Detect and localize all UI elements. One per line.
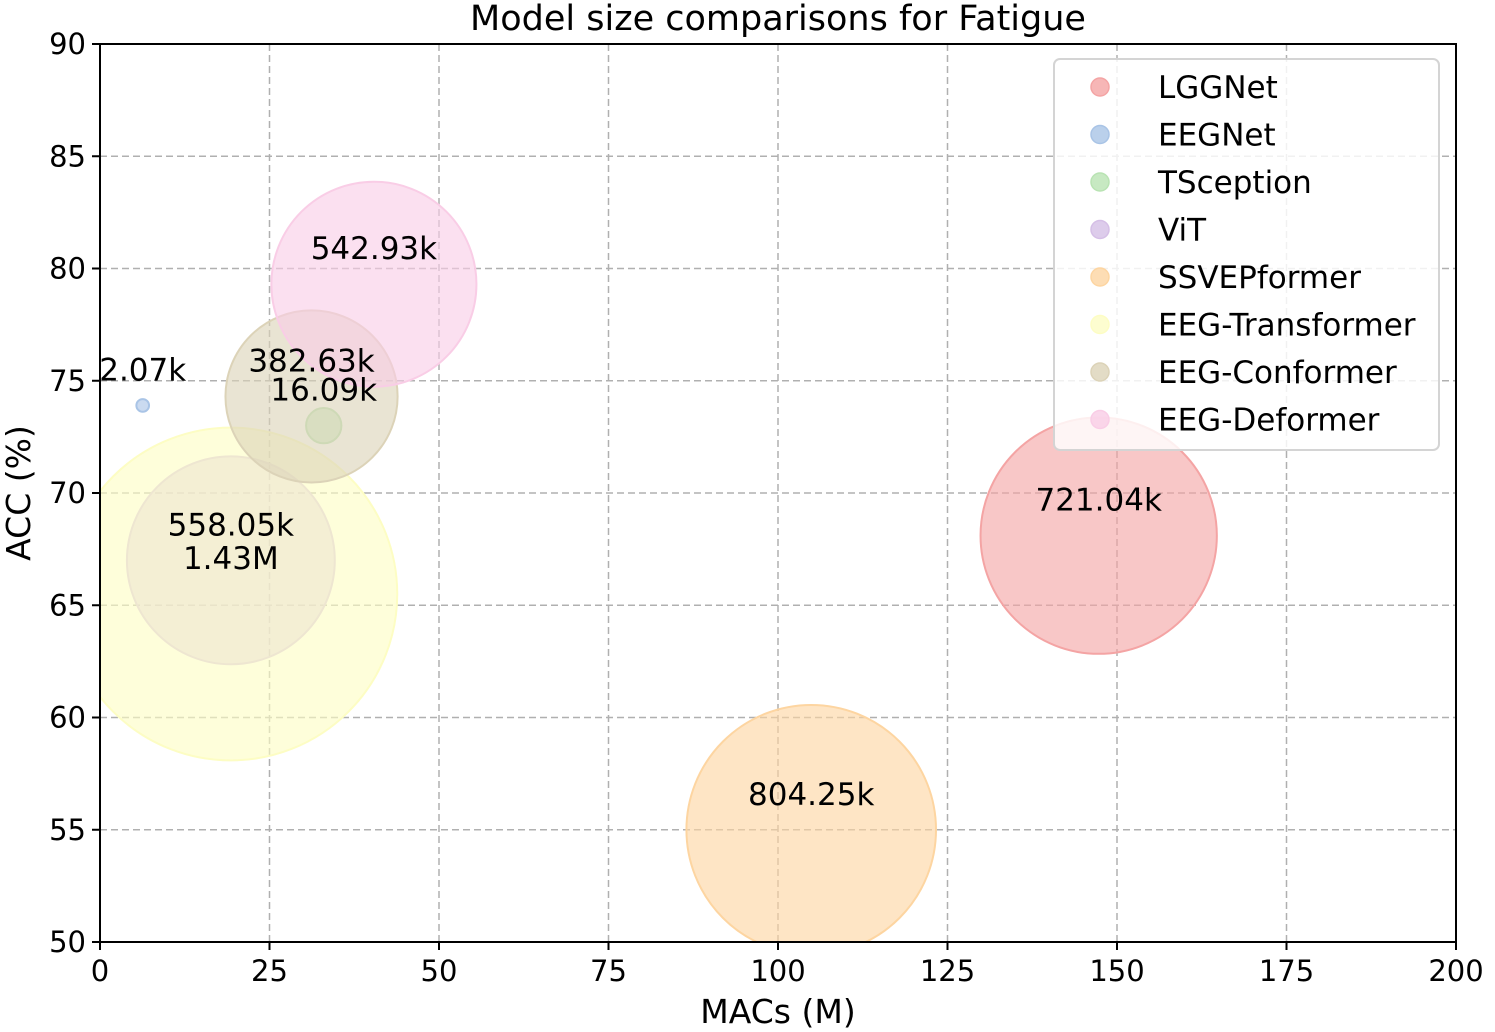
y-tick-label: 90 <box>49 27 86 61</box>
x-tick-label: 175 <box>1259 954 1314 988</box>
x-tick-label: 200 <box>1428 954 1483 988</box>
y-tick-label: 60 <box>49 701 86 735</box>
legend-label-lggnet: LGGNet <box>1158 70 1278 106</box>
y-tick-label: 80 <box>49 252 86 286</box>
bubble-lggnet <box>979 416 1218 655</box>
x-tick-label: 50 <box>421 954 458 988</box>
bubble-eegnet <box>135 398 151 413</box>
legend-marker-vit <box>1090 219 1110 240</box>
bubble-label-eegnet: 2.07k <box>99 352 186 388</box>
x-tick-label: 100 <box>750 954 805 988</box>
legend-label-eegnet: EEGNet <box>1158 118 1276 154</box>
legend-label-eeg-deformer: EEG-Deformer <box>1158 403 1380 439</box>
x-axis-label: MACs (M) <box>700 992 855 1031</box>
legend-marker-lggnet <box>1090 77 1110 97</box>
bubble-label-tsception: 16.09k <box>270 373 377 409</box>
y-tick-label: 85 <box>49 139 86 173</box>
legend-marker-tsception <box>1090 172 1110 192</box>
legend-label-ssvepformer: SSVEPformer <box>1158 260 1361 296</box>
legend-label-eeg-transformer: EEG-Transformer <box>1158 308 1416 344</box>
x-tick-label: 75 <box>590 954 627 988</box>
chart-title: Model size comparisons for Fatigue <box>470 0 1086 39</box>
bubble-label-layer: 721.04k 2.07k 16.09k 558.05k 804.25k 1.43M 382… <box>99 231 1162 813</box>
y-tick-label: 50 <box>49 925 86 959</box>
bubble-layer <box>100 180 1218 942</box>
bubble-label-eeg-deformer: 542.93k <box>311 231 437 267</box>
legend-marker-eeg-transformer <box>1090 314 1110 335</box>
bubble-label-ssvepformer: 804.25k <box>748 777 874 813</box>
bubble-label-eeg-conformer: 382.63k <box>248 343 374 379</box>
bubble-eeg-transformer <box>100 426 399 762</box>
x-tick-label: 25 <box>251 954 288 988</box>
bubble-label-eeg-transformer: 1.43M <box>183 541 279 577</box>
legend-marker-eegnet <box>1090 124 1110 145</box>
legend-marker-ssvepformer <box>1090 267 1110 287</box>
y-tick-label: 55 <box>49 813 86 847</box>
bubble-eeg-deformer <box>270 180 478 388</box>
axis-ticks: 0 25 50 75 100 125 150 175 200 50 55 60 65 70 75 80 85 90 <box>49 27 1484 988</box>
legend-marker-eeg-conformer <box>1090 362 1110 382</box>
legend-marker-eeg-deformer <box>1090 409 1110 430</box>
y-tick-label: 75 <box>49 364 86 398</box>
bubble-label-lggnet: 721.04k <box>1035 483 1161 519</box>
legend-label-tsception: TSception <box>1157 165 1312 201</box>
legend: LGGNet EEGNet TSception ViT SSVEPformer EEG-T… <box>1053 58 1440 451</box>
x-tick-label: 0 <box>91 954 109 988</box>
legend-label-vit: ViT <box>1158 213 1207 249</box>
legend-frame <box>1053 58 1440 451</box>
y-tick-label: 65 <box>49 588 86 622</box>
x-tick-label: 150 <box>1089 954 1144 988</box>
legend-label-eeg-conformer: EEG-Conformer <box>1158 355 1397 391</box>
bubble-label-vit: 558.05k <box>168 507 294 543</box>
y-axis-label: ACC (%) <box>0 425 38 561</box>
y-tick-label: 70 <box>49 476 86 510</box>
x-tick-label: 125 <box>920 954 975 988</box>
bubble-ssvepformer <box>685 704 937 942</box>
